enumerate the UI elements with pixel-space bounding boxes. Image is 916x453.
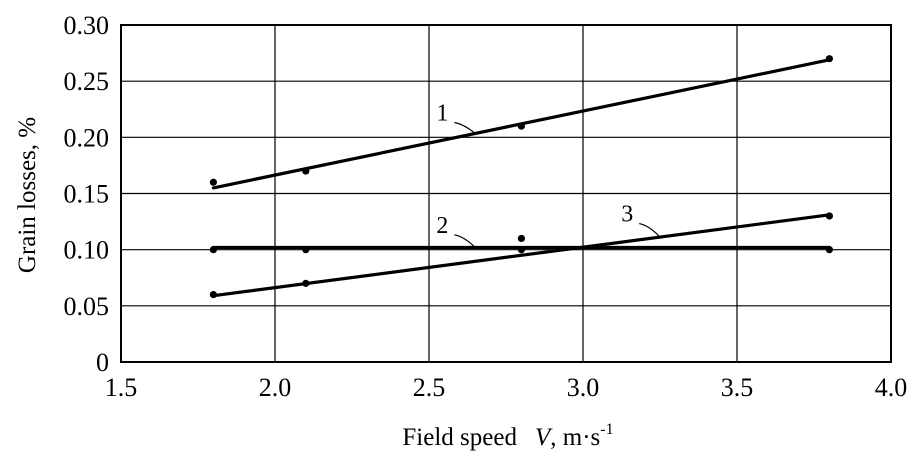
x-axis-unit: , m·s	[550, 424, 600, 451]
x-tick-label: 2.0	[259, 373, 292, 402]
trend-line-3	[211, 213, 832, 298]
x-axis-title: Field speed V, m·s-1	[402, 421, 613, 451]
y-axis-title: Grain losses, %	[14, 117, 41, 273]
y-tick-label: 0.25	[64, 67, 110, 96]
series-3: 3	[209, 202, 834, 299]
data-point	[517, 246, 526, 254]
data-point	[209, 178, 217, 186]
data-point	[825, 55, 834, 63]
curve-label-3: 3	[621, 202, 633, 228]
tick-labels: 1.5 2.0 2.5 3.0 3.5 4.0 0 0.05 0.10 0.15 0.20 0.25 0…	[64, 11, 908, 402]
data-point	[825, 212, 834, 220]
data-point	[209, 246, 217, 254]
label-leader-2	[454, 234, 476, 248]
y-tick-label: 0.05	[64, 292, 110, 321]
data-point	[517, 122, 526, 130]
grid	[121, 25, 891, 362]
y-tick-label: 0.15	[64, 180, 110, 209]
y-tick-label: 0.20	[64, 123, 110, 152]
x-axis-title-text: Field speed	[402, 424, 517, 451]
series-2: 2	[209, 213, 834, 254]
data-point	[302, 279, 310, 287]
data-point	[302, 246, 310, 254]
x-tick-label: 2.5	[413, 373, 446, 402]
data-point	[209, 291, 217, 299]
data-point	[517, 234, 526, 243]
y-tick-label: 0.10	[64, 236, 110, 265]
x-axis-exponent: -1	[600, 421, 613, 438]
data-point	[302, 167, 310, 175]
label-leader-3	[639, 222, 661, 238]
curve-label-2: 2	[436, 213, 448, 239]
y-tick-label: 0	[96, 348, 109, 377]
y-tick-label: 0.30	[64, 11, 110, 40]
x-tick-label: 4.0	[875, 373, 908, 402]
x-tick-label: 3.5	[721, 373, 754, 402]
series-1: 1	[209, 55, 834, 190]
label-leader-1	[454, 121, 476, 134]
x-axis-variable: V	[535, 424, 553, 451]
data-point	[825, 246, 834, 254]
x-tick-label: 3.0	[567, 373, 600, 402]
x-tick-label: 1.5	[105, 373, 138, 402]
curve-label-1: 1	[436, 100, 448, 126]
plot-frame	[120, 24, 892, 363]
series-layer: 1 2 3	[209, 55, 834, 299]
